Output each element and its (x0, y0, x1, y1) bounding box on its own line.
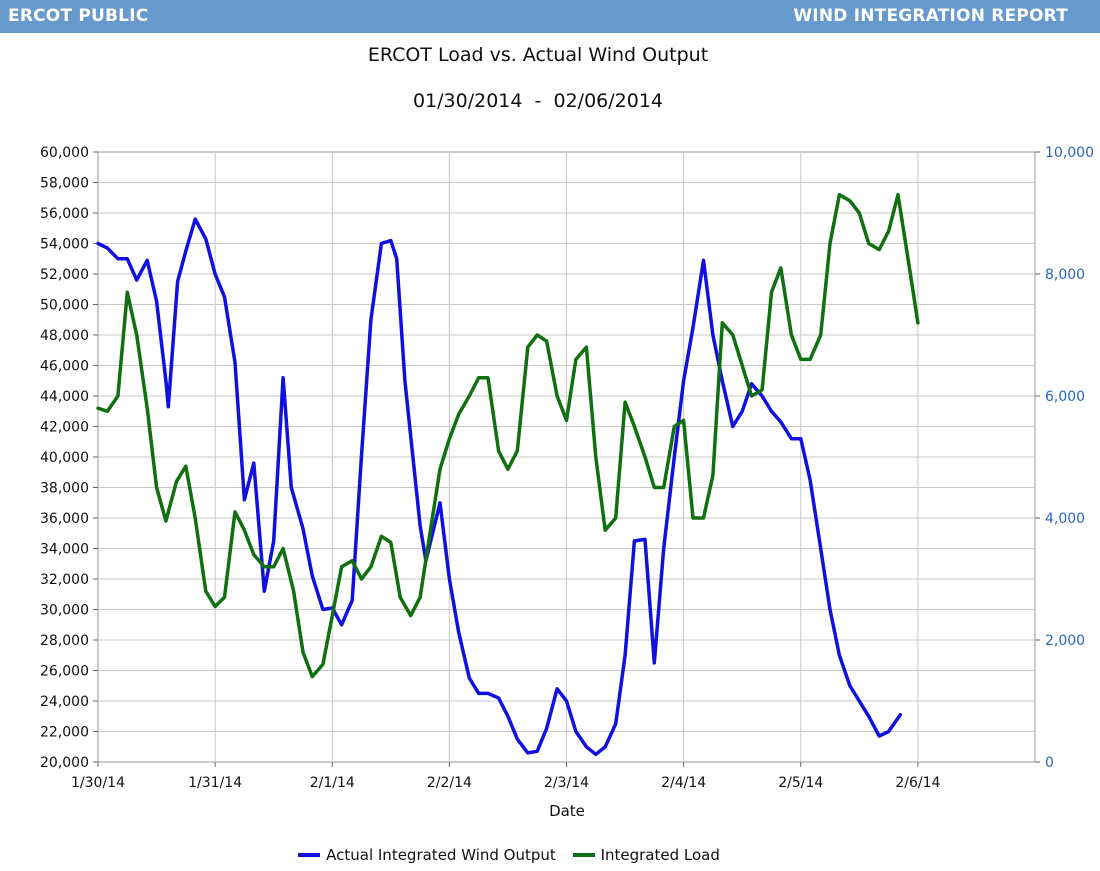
right-tick-label: 0 (1045, 755, 1054, 771)
left-tick-label: 34,000 (40, 542, 89, 558)
x-tick-label: 2/1/14 (310, 775, 355, 791)
series-lines (96, 192, 920, 757)
left-tick-label: 36,000 (40, 511, 89, 527)
header-right-label: WIND INTEGRATION REPORT (793, 6, 1068, 26)
right-axis-ticks: 10,000 8,000 6,000 4,000 2,000 0 (1035, 145, 1094, 771)
x-tick-label: 2/3/14 (544, 775, 589, 791)
gridlines (98, 152, 1035, 762)
right-tick-label: 10,000 (1045, 145, 1094, 161)
left-tick-label: 54,000 (40, 237, 89, 253)
left-tick-label: 30,000 (40, 603, 89, 619)
x-axis-title: Date (549, 802, 585, 820)
left-tick-label: 42,000 (40, 420, 89, 436)
x-tick-label: 2/4/14 (661, 775, 706, 791)
x-tick-label: 1/31/14 (188, 775, 242, 791)
left-axis-ticks: 60,000 58,000 56,000 54,000 52,000 50,000 48,0… (40, 145, 98, 771)
left-tick-label: 48,000 (40, 328, 89, 344)
left-tick-label: 28,000 (40, 633, 89, 649)
right-tick-label: 2,000 (1045, 633, 1085, 649)
left-tick-label: 32,000 (40, 572, 89, 588)
chart-subtitle: 01/30/2014 - 02/06/2014 (412, 90, 664, 112)
legend-item-wind: Actual Integrated Wind Output (298, 846, 556, 864)
x-tick-label: 2/6/14 (895, 775, 940, 791)
left-tick-label: 24,000 (40, 694, 89, 710)
right-tick-label: 6,000 (1045, 389, 1085, 405)
report-header-bar: ERCOT PUBLIC WIND INTEGRATION REPORT (0, 0, 1100, 33)
header-left-label: ERCOT PUBLIC (8, 6, 149, 26)
left-tick-label: 46,000 (40, 359, 89, 375)
left-tick-label: 22,000 (40, 725, 89, 741)
left-tick-label: 50,000 (40, 298, 89, 314)
legend-label-wind: Actual Integrated Wind Output (326, 846, 556, 864)
left-tick-label: 60,000 (40, 145, 89, 161)
left-tick-label: 26,000 (40, 664, 89, 680)
right-tick-label: 4,000 (1045, 511, 1085, 527)
left-tick-label: 40,000 (40, 450, 89, 466)
legend-item-load: Integrated Load (572, 846, 720, 864)
x-tick-label: 1/30/14 (71, 775, 125, 791)
left-tick-label: 44,000 (40, 389, 89, 405)
legend-label-load: Integrated Load (600, 846, 720, 864)
chart-legend: Actual Integrated Wind Output Integrated… (0, 846, 1018, 864)
left-tick-label: 56,000 (40, 206, 89, 222)
x-tick-label: 2/5/14 (778, 775, 823, 791)
legend-swatch-load (572, 852, 595, 857)
x-tick-label: 2/2/14 (427, 775, 472, 791)
left-tick-label: 38,000 (40, 481, 89, 497)
x-axis-ticks: 1/30/14 1/31/14 2/1/14 2/2/14 2/3/14 2/4/14 2/… (71, 762, 940, 791)
wind-output-line (96, 217, 903, 757)
integrated-load-line (96, 192, 920, 679)
left-tick-label: 52,000 (40, 267, 89, 283)
right-tick-label: 8,000 (1045, 267, 1085, 283)
chart-title: ERCOT Load vs. Actual Wind Output (367, 44, 709, 66)
left-tick-label: 20,000 (40, 755, 89, 771)
legend-swatch-wind (298, 852, 321, 857)
left-tick-label: 58,000 (40, 176, 89, 192)
